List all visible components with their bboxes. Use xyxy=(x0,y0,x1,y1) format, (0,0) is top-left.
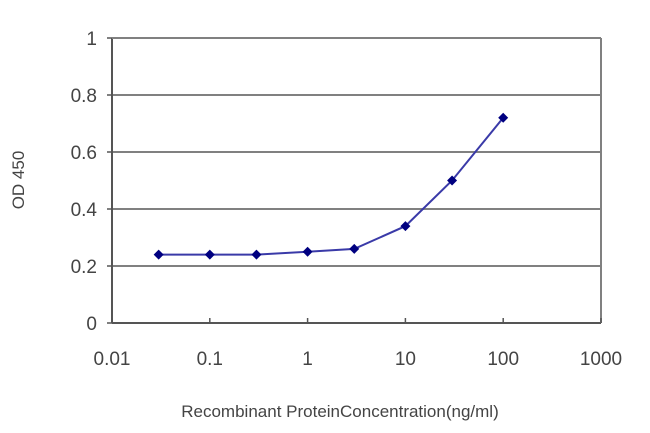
x-tick-label: 1 xyxy=(302,349,313,370)
x-tick-label: 0.1 xyxy=(197,349,223,370)
axes xyxy=(107,37,602,324)
gridlines xyxy=(112,37,601,267)
y-tick-label: 1 xyxy=(86,29,97,50)
diamond-marker xyxy=(153,249,164,260)
y-tick-label: 0.8 xyxy=(71,86,97,107)
diamond-marker xyxy=(204,249,215,260)
y-axis-title: OD 450 xyxy=(9,151,28,210)
data-series xyxy=(153,112,509,260)
x-tick-label: 0.01 xyxy=(94,349,131,370)
diamond-marker xyxy=(251,249,262,260)
y-tick-label: 0 xyxy=(86,314,97,335)
diamond-marker xyxy=(302,246,313,257)
x-tick-label: 100 xyxy=(487,349,519,370)
diamond-marker xyxy=(498,112,509,123)
x-tick-label: 1000 xyxy=(580,349,622,370)
x-tick-label: 10 xyxy=(395,349,416,370)
y-tick-label: 0.6 xyxy=(71,143,97,164)
y-tick-labels: 0 0.2 0.4 0.6 0.8 1 xyxy=(71,29,98,335)
diamond-marker xyxy=(400,221,411,232)
x-tick-labels: 0.01 0.1 1 10 100 1000 xyxy=(94,349,623,370)
x-axis-title: Recombinant ProteinConcentration(ng/ml) xyxy=(181,402,499,421)
y-tick-label: 0.4 xyxy=(71,200,98,221)
diamond-marker xyxy=(447,175,458,186)
y-tick-label: 0.2 xyxy=(71,257,97,278)
series-line xyxy=(158,117,504,256)
diamond-marker xyxy=(349,243,360,254)
